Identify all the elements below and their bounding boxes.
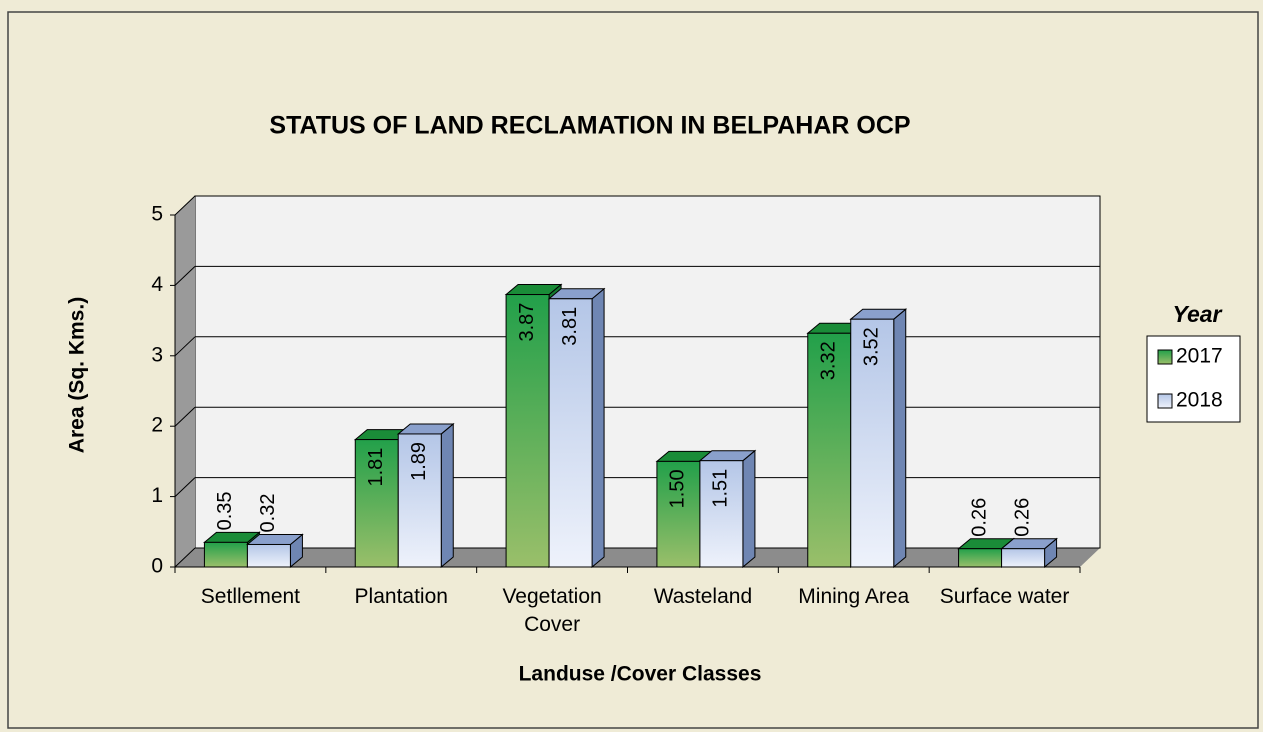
- x-tick-label: Plantation: [354, 585, 448, 608]
- bar: [958, 548, 1003, 568]
- bar: [505, 294, 550, 568]
- value-label: 1.51: [710, 469, 732, 508]
- x-tick-label: Wasteland: [653, 585, 753, 608]
- grid-line: [174, 195, 196, 216]
- legend-label: 2017: [1176, 345, 1223, 368]
- bar-side: [440, 422, 454, 569]
- x-tick-label: Setllement: [200, 585, 301, 608]
- bar: [354, 439, 399, 568]
- value-label: 1.50: [667, 469, 689, 508]
- side-wall: [175, 196, 195, 567]
- frame: [7, 11, 1259, 729]
- y-axis-title: Area (Sq. Kms.): [66, 297, 89, 453]
- x-axis-title: Landuse /Cover Classes: [519, 663, 762, 686]
- legend-swatch: [1157, 349, 1173, 365]
- value-label: 3.32: [818, 341, 840, 380]
- value-label: 3.81: [559, 307, 581, 346]
- y-tick-label: 5: [151, 203, 163, 226]
- bar: [807, 332, 852, 568]
- back-wall: [194, 195, 1101, 549]
- bar-side: [742, 449, 756, 569]
- bar-side: [893, 308, 907, 569]
- bar: [203, 541, 248, 568]
- value-label: 1.81: [365, 448, 387, 487]
- grid-line: [174, 406, 196, 427]
- bar: [548, 298, 593, 568]
- bar: [850, 318, 895, 568]
- y-tick-label: 1: [151, 484, 163, 507]
- value-label: 1.89: [408, 442, 430, 481]
- legend-label: 2018: [1176, 389, 1223, 412]
- grid-line: [174, 336, 196, 357]
- y-tick-label: 3: [151, 343, 163, 366]
- legend-swatch: [1157, 393, 1173, 409]
- grid-line: [174, 547, 196, 568]
- bar: [246, 543, 291, 568]
- value-label: 3.52: [861, 327, 883, 366]
- bar-side: [591, 287, 605, 569]
- x-tick-label: Surface water: [939, 585, 1070, 608]
- x-tick-label: Vegetation Cover: [502, 585, 602, 636]
- value-label: 0.32: [257, 494, 279, 533]
- bar: [1001, 548, 1046, 568]
- bar: [699, 460, 744, 568]
- value-label: 0.35: [214, 491, 236, 530]
- y-tick-label: 4: [151, 273, 163, 296]
- chart-title: STATUS OF LAND RECLAMATION IN BELPAHAR O…: [269, 112, 910, 140]
- grid-line: [174, 266, 196, 286]
- y-tick-label: 0: [151, 555, 163, 578]
- value-label: 0.26: [1011, 498, 1033, 537]
- x-tick-label: Mining Area: [798, 585, 910, 608]
- legend-title: Year: [1172, 301, 1222, 327]
- y-tick-label: 2: [151, 414, 163, 437]
- grid-line: [174, 477, 196, 497]
- value-label: 3.87: [516, 303, 538, 342]
- bar: [397, 433, 442, 568]
- value-label: 0.26: [968, 498, 990, 537]
